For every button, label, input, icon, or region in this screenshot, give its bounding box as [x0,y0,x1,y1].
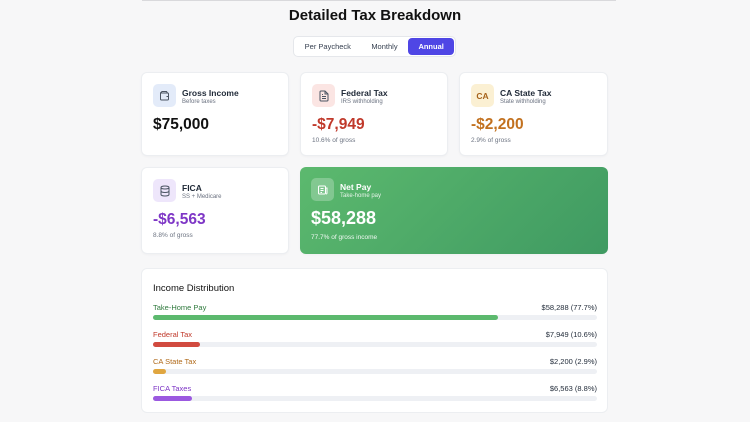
distribution-row-state: CA State Tax $2,200 (2.9%) [153,357,597,379]
card-sublabel: State withholding [500,99,546,105]
row-amount: $58,288 (77.7%) [541,303,597,312]
row-amount: $2,200 (2.9%) [549,357,597,366]
state-badge: CA [471,84,494,107]
card-label: Gross Income [182,88,239,98]
tab-annual[interactable]: Annual [408,38,455,55]
card-label: CA State Tax [500,88,552,98]
state-tax-percent: 2.9% of gross [471,137,511,144]
state-tax-card: CA CA State Tax State withholding -$2,20… [459,72,608,156]
page-title: Detailed Tax Breakdown [288,7,462,24]
card-label: Federal Tax [341,88,388,98]
state-tax-value: -$2,200 [471,116,524,133]
tab-per-paycheck[interactable]: Per Paycheck [304,42,351,51]
row-amount: $6,563 (8.8%) [549,384,597,393]
progress-fill [153,342,201,347]
fica-value: -$6,563 [153,211,206,228]
row-label: Federal Tax [153,330,193,339]
card-sublabel: IRS withholding [341,99,383,105]
progress-fill [153,369,166,374]
federal-tax-percent: 10.6% of gross [312,137,356,144]
database-icon [153,179,176,202]
section-title: Income Distribution [153,283,235,294]
progress-track [153,369,597,374]
federal-tax-value: -$7,949 [312,116,365,133]
row-label: FICA Taxes [153,384,192,393]
card-sublabel: Take-home pay [340,193,382,199]
top-divider [142,0,616,1]
card-sublabel: SS + Medicare [182,194,222,200]
net-pay-percent: 77.7% of gross income [311,234,378,241]
tab-monthly[interactable]: Monthly [371,42,398,51]
net-pay-card: Net Pay Take-home pay $58,288 77.7% of g… [300,167,608,254]
wallet-icon [153,84,176,107]
distribution-row-federal: Federal Tax $7,949 (10.6%) [153,330,597,352]
progress-track [153,396,597,401]
fica-card: FICA SS + Medicare -$6,563 8.8% of gross [141,167,289,254]
row-label: CA State Tax [153,357,197,366]
fica-percent: 8.8% of gross [153,232,193,239]
document-icon [312,84,335,107]
receipt-icon [311,178,334,201]
distribution-row-take-home: Take-Home Pay $58,288 (77.7%) [153,303,597,325]
income-distribution-panel: Income Distribution Take-Home Pay $58,28… [141,268,608,413]
card-label: FICA [182,183,202,193]
row-label: Take-Home Pay [153,303,207,312]
gross-income-card: Gross Income Before taxes $75,000 [141,72,289,156]
card-label: Net Pay [340,182,372,192]
row-amount: $7,949 (10.6%) [545,330,597,339]
progress-track [153,342,597,347]
net-pay-value: $58,288 [311,208,377,228]
federal-tax-card: Federal Tax IRS withholding -$7,949 10.6… [300,72,448,156]
gross-income-value: $75,000 [153,116,210,133]
progress-track [153,315,597,320]
progress-fill [153,315,498,320]
period-toggle: Per Paycheck Monthly Annual [293,36,456,57]
progress-fill [153,396,193,401]
distribution-row-fica: FICA Taxes $6,563 (8.8%) [153,384,597,406]
card-sublabel: Before taxes [182,99,216,105]
